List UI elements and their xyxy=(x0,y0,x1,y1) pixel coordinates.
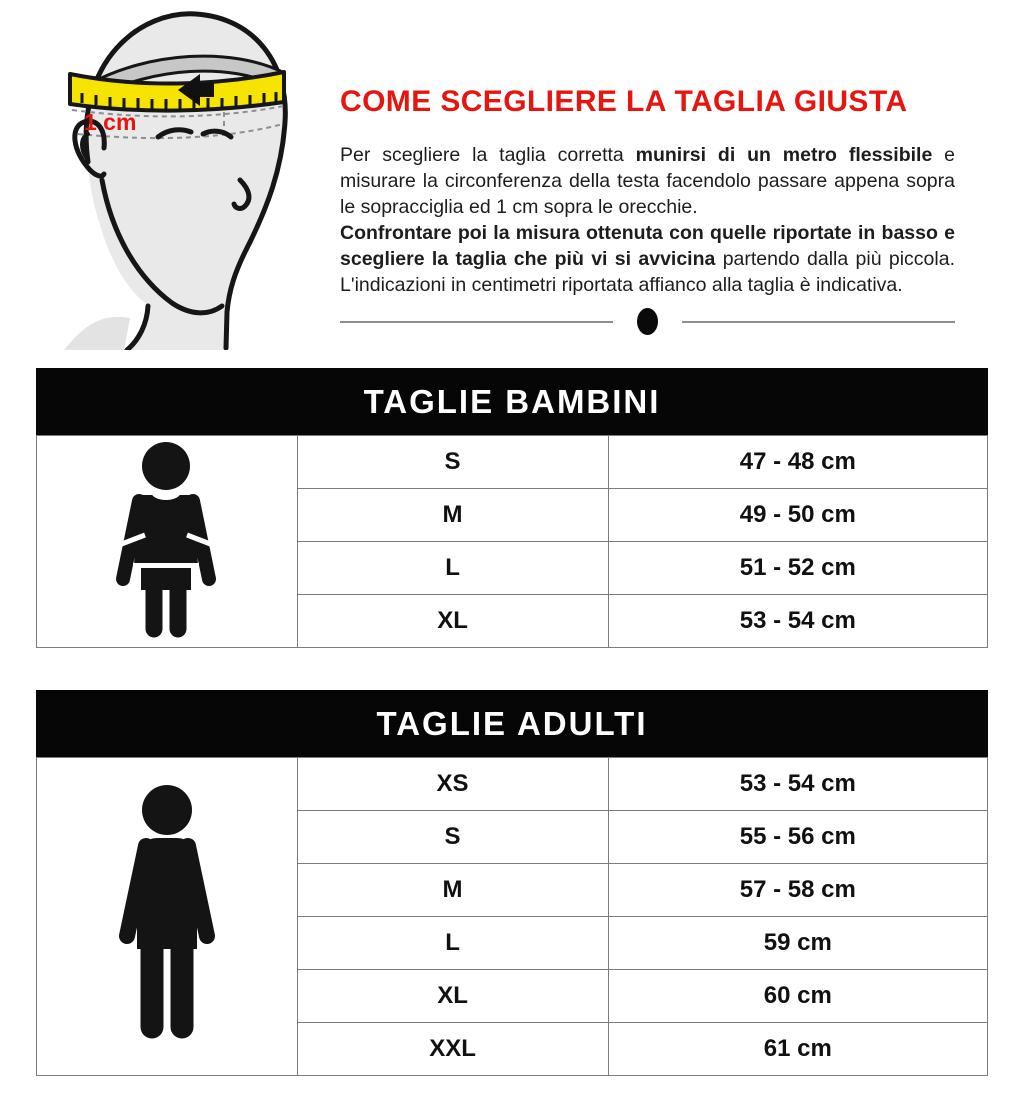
face-features xyxy=(72,118,252,353)
intro-column: COME SCEGLIERE LA TAGLIA GIUSTA Per sceg… xyxy=(340,0,955,350)
children-sizes-section: TAGLIE BAMBINI xyxy=(36,368,989,648)
measure-cell: 61 cm xyxy=(607,1022,989,1076)
table-row: XL 53 - 54 cm xyxy=(37,594,989,648)
divider-line-left xyxy=(340,320,613,323)
adult-sizes-section: TAGLIE ADULTI xyxy=(36,690,989,1076)
ear-shape xyxy=(72,118,107,179)
size-cell: L xyxy=(296,541,609,595)
eyebrow-right xyxy=(200,128,234,140)
tape-offset-label: 1 cm xyxy=(84,109,136,135)
intro-paragraph-1: Per scegliere la taglia corretta munirsi… xyxy=(340,142,955,220)
table-row: XL 60 cm xyxy=(37,969,989,1023)
size-cell: S xyxy=(296,435,609,489)
divider-dot xyxy=(637,308,658,335)
child-icon xyxy=(36,435,298,648)
tape-ticks xyxy=(80,92,278,109)
table-row: M 49 - 50 cm xyxy=(37,488,989,542)
size-cell: XXL xyxy=(296,1022,609,1076)
size-cell: XL xyxy=(296,969,609,1023)
measure-cell: 57 - 58 cm xyxy=(607,863,989,917)
intro-bold-text: munirsi di un metro flessibile xyxy=(635,144,933,166)
table-row: XXL 61 cm xyxy=(37,1022,989,1076)
adult-pictogram xyxy=(118,785,215,1039)
measure-cell: 51 - 52 cm xyxy=(607,541,989,595)
intro-paragraph-2: Confrontare poi la misura ottenuta con q… xyxy=(340,220,955,298)
size-cell: M xyxy=(296,488,609,542)
head-with-tape-drawing: 1 cm xyxy=(64,11,288,353)
intro-bold-text: Confrontare poi la misura ottenuta con q… xyxy=(340,222,955,270)
measure-cell: 53 - 54 cm xyxy=(607,757,989,811)
children-sizes-title: TAGLIE BAMBINI xyxy=(363,382,661,420)
eyebrow-left xyxy=(155,127,194,140)
head-measurement-illustration: 1 cm xyxy=(0,0,340,353)
size-cell: XL xyxy=(296,594,609,648)
measure-cell: 59 cm xyxy=(607,916,989,970)
adult-sizes-table: XS 53 - 54 cm S 55 - 56 cm M 57 - 58 cm … xyxy=(36,757,989,1076)
measuring-tape xyxy=(68,70,286,113)
children-sizes-header: TAGLIE BAMBINI xyxy=(36,368,988,435)
jaw-line xyxy=(99,177,225,316)
intro-text: e misurare la circonferenza della testa … xyxy=(340,144,956,218)
measure-cell: 49 - 50 cm xyxy=(607,488,989,542)
intro-text: partendo dalla più piccola. L'indicazion… xyxy=(340,248,955,296)
table-row: S 47 - 48 cm xyxy=(36,435,989,648)
table-row: XS 53 - 54 cm xyxy=(36,757,989,1076)
child-pictogram xyxy=(116,442,217,638)
nose-shape xyxy=(231,177,252,211)
size-cell: M xyxy=(296,863,609,917)
table-row: S 55 - 56 cm xyxy=(37,810,989,864)
size-cell: XS xyxy=(296,757,609,811)
table-row: L 51 - 52 cm xyxy=(37,541,989,595)
adult-sizes-title: TAGLIE ADULTI xyxy=(376,704,648,742)
section-divider xyxy=(340,308,955,335)
shoulder-shape xyxy=(64,316,130,350)
page-title: COME SCEGLIERE LA TAGLIA GIUSTA xyxy=(340,85,908,118)
table-row: L 59 cm xyxy=(37,916,989,970)
table-row: M 57 - 58 cm xyxy=(37,863,989,917)
header-section: 1 cm COME SCEGLIERE LA TAGLIA GIUSTA Per… xyxy=(0,0,1024,353)
measure-cell: 60 cm xyxy=(607,969,989,1023)
measure-cell: 55 - 56 cm xyxy=(607,810,989,864)
tape-arrow-icon xyxy=(178,74,214,106)
measure-cell: 53 - 54 cm xyxy=(607,594,989,648)
adult-sizes-header: TAGLIE ADULTI xyxy=(36,690,988,757)
adult-icon xyxy=(36,757,298,1076)
children-sizes-table: S 47 - 48 cm M 49 - 50 cm L 51 - 52 cm X… xyxy=(36,435,989,648)
measure-cell: 47 - 48 cm xyxy=(607,435,989,489)
neck-line xyxy=(124,303,151,353)
size-cell: S xyxy=(296,810,609,864)
divider-line-right xyxy=(682,320,955,323)
intro-text: Per scegliere la taglia corretta xyxy=(340,144,636,166)
ear-inner xyxy=(80,132,90,162)
size-cell: L xyxy=(296,916,609,970)
